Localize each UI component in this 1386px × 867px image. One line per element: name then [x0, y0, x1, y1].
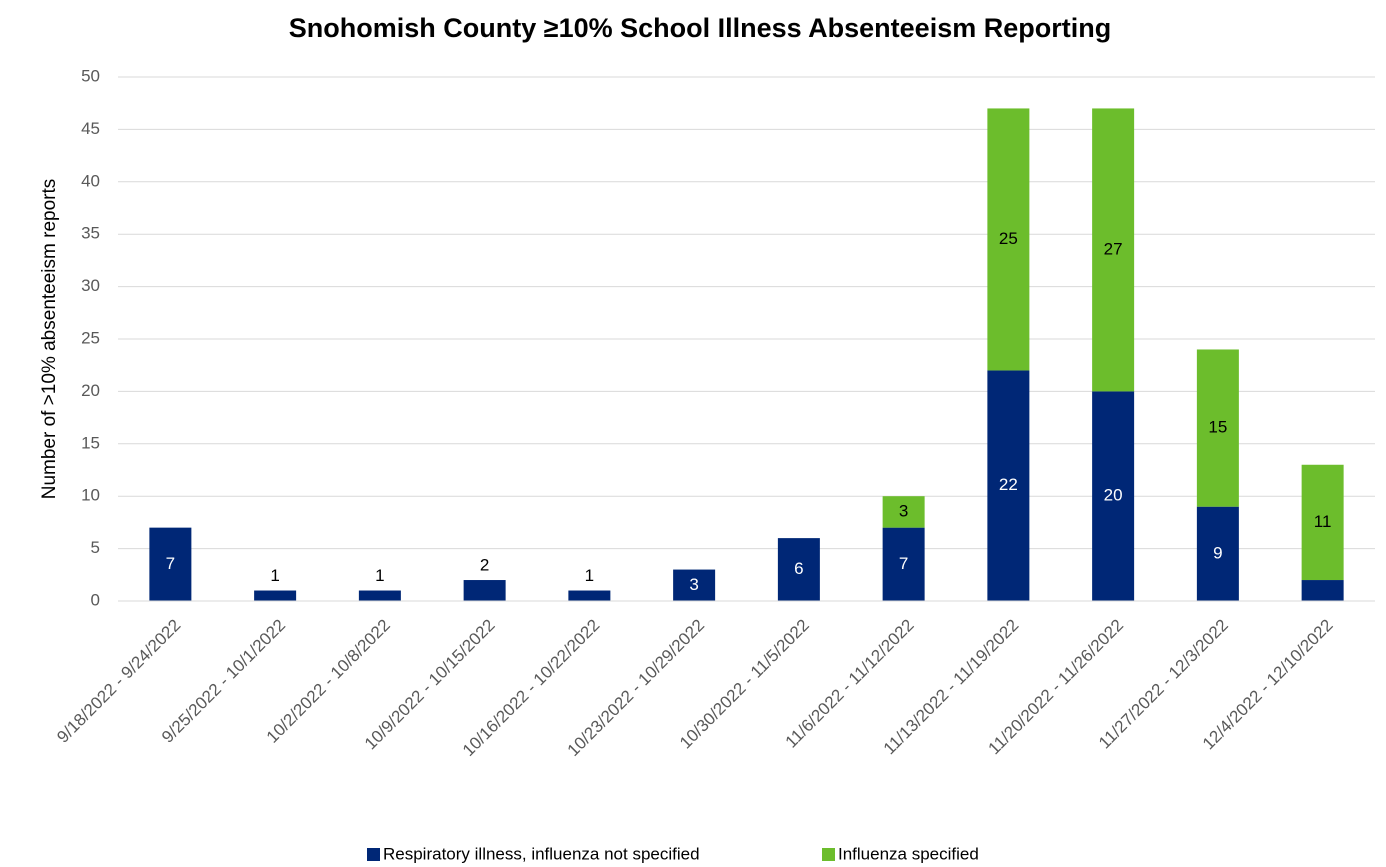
y-axis-label: Number of >10% absenteeism reports — [39, 179, 60, 500]
data-label: 20 — [1104, 486, 1123, 505]
data-label: 7 — [166, 554, 175, 573]
data-label: 9 — [1213, 543, 1222, 562]
y-tick-label: 15 — [81, 433, 100, 452]
data-label: 3 — [899, 501, 908, 520]
bar-segment — [149, 527, 192, 601]
data-label: 25 — [999, 229, 1018, 248]
bar-segment — [1196, 506, 1239, 601]
bar-segment — [463, 580, 506, 601]
bar-segment — [987, 370, 1030, 601]
bar-segment — [1196, 349, 1239, 507]
bar-segment — [568, 590, 611, 601]
bar-segment — [987, 108, 1030, 371]
data-label: 3 — [689, 575, 698, 594]
y-tick-label: 30 — [81, 276, 100, 295]
y-tick-label: 50 — [81, 66, 100, 85]
legend-swatch — [822, 848, 835, 861]
y-tick-label: 35 — [81, 224, 100, 243]
legend-label: Influenza specified — [838, 844, 979, 863]
bar-segment — [254, 590, 297, 601]
y-tick-label: 40 — [81, 171, 100, 190]
data-label: 15 — [1208, 418, 1227, 437]
legend-swatch — [367, 848, 380, 861]
data-label: 1 — [585, 566, 594, 585]
data-label: 7 — [899, 554, 908, 573]
bar-segment — [1092, 391, 1135, 601]
y-tick-label: 45 — [81, 119, 100, 138]
data-label: 6 — [794, 559, 803, 578]
data-label: 22 — [999, 475, 1018, 494]
bar-segment — [882, 496, 925, 528]
y-tick-label: 25 — [81, 328, 100, 347]
bar-segment — [1092, 108, 1135, 392]
data-label: 1 — [375, 566, 384, 585]
y-tick-label: 20 — [81, 381, 100, 400]
data-label: 2 — [480, 556, 489, 575]
chart-title: Snohomish County ≥10% School Illness Abs… — [289, 13, 1111, 43]
bar-segment — [882, 527, 925, 601]
data-label: 27 — [1104, 239, 1123, 258]
y-tick-label: 5 — [91, 538, 100, 557]
bar-segment — [1301, 580, 1344, 601]
data-label: 1 — [270, 566, 279, 585]
y-tick-label: 10 — [81, 486, 100, 505]
legend-label: Respiratory illness, influenza not speci… — [383, 844, 700, 863]
bar-segment — [673, 569, 716, 601]
bar-segment — [1301, 464, 1344, 581]
bar-segment — [777, 538, 820, 601]
bar-segment — [358, 590, 401, 601]
y-tick-label: 0 — [91, 590, 100, 609]
data-label: 11 — [1314, 512, 1332, 531]
